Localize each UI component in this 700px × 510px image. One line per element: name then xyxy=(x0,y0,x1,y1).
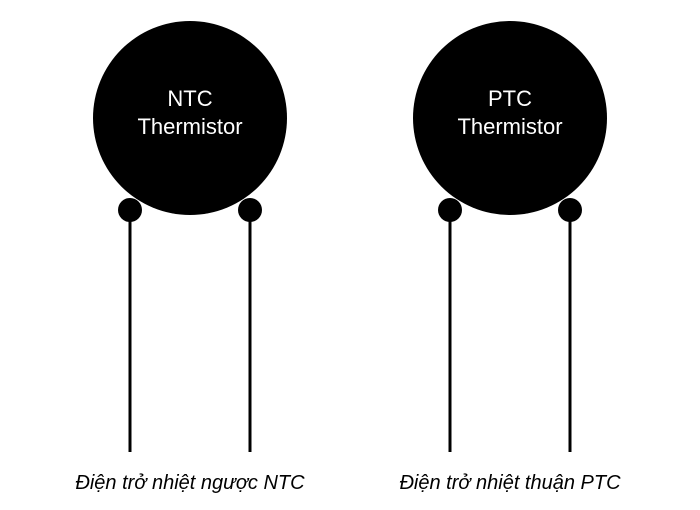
ptc-caption: Điện trở nhiệt thuận PTC xyxy=(360,472,660,495)
ntc-caption: Điện trở nhiệt ngược NTC xyxy=(40,472,340,495)
ptc-label-line2: Thermistor xyxy=(457,114,562,139)
ptc-body-label: PTC Thermistor xyxy=(360,85,660,140)
thermistor-ptc: PTC Thermistor Điện trở nhiệt thuận PTC xyxy=(360,10,660,470)
diagram-container: NTC Thermistor Điện trở nhiệt ngược NTC … xyxy=(0,0,700,510)
thermistor-ntc: NTC Thermistor Điện trở nhiệt ngược NTC xyxy=(40,10,340,470)
ntc-body-label: NTC Thermistor xyxy=(40,85,340,140)
ntc-label-line2: Thermistor xyxy=(137,114,242,139)
ntc-label-line1: NTC xyxy=(167,86,212,111)
thermistor-ptc-shape xyxy=(360,10,660,470)
thermistor-ntc-shape xyxy=(40,10,340,470)
ptc-label-line1: PTC xyxy=(488,86,532,111)
